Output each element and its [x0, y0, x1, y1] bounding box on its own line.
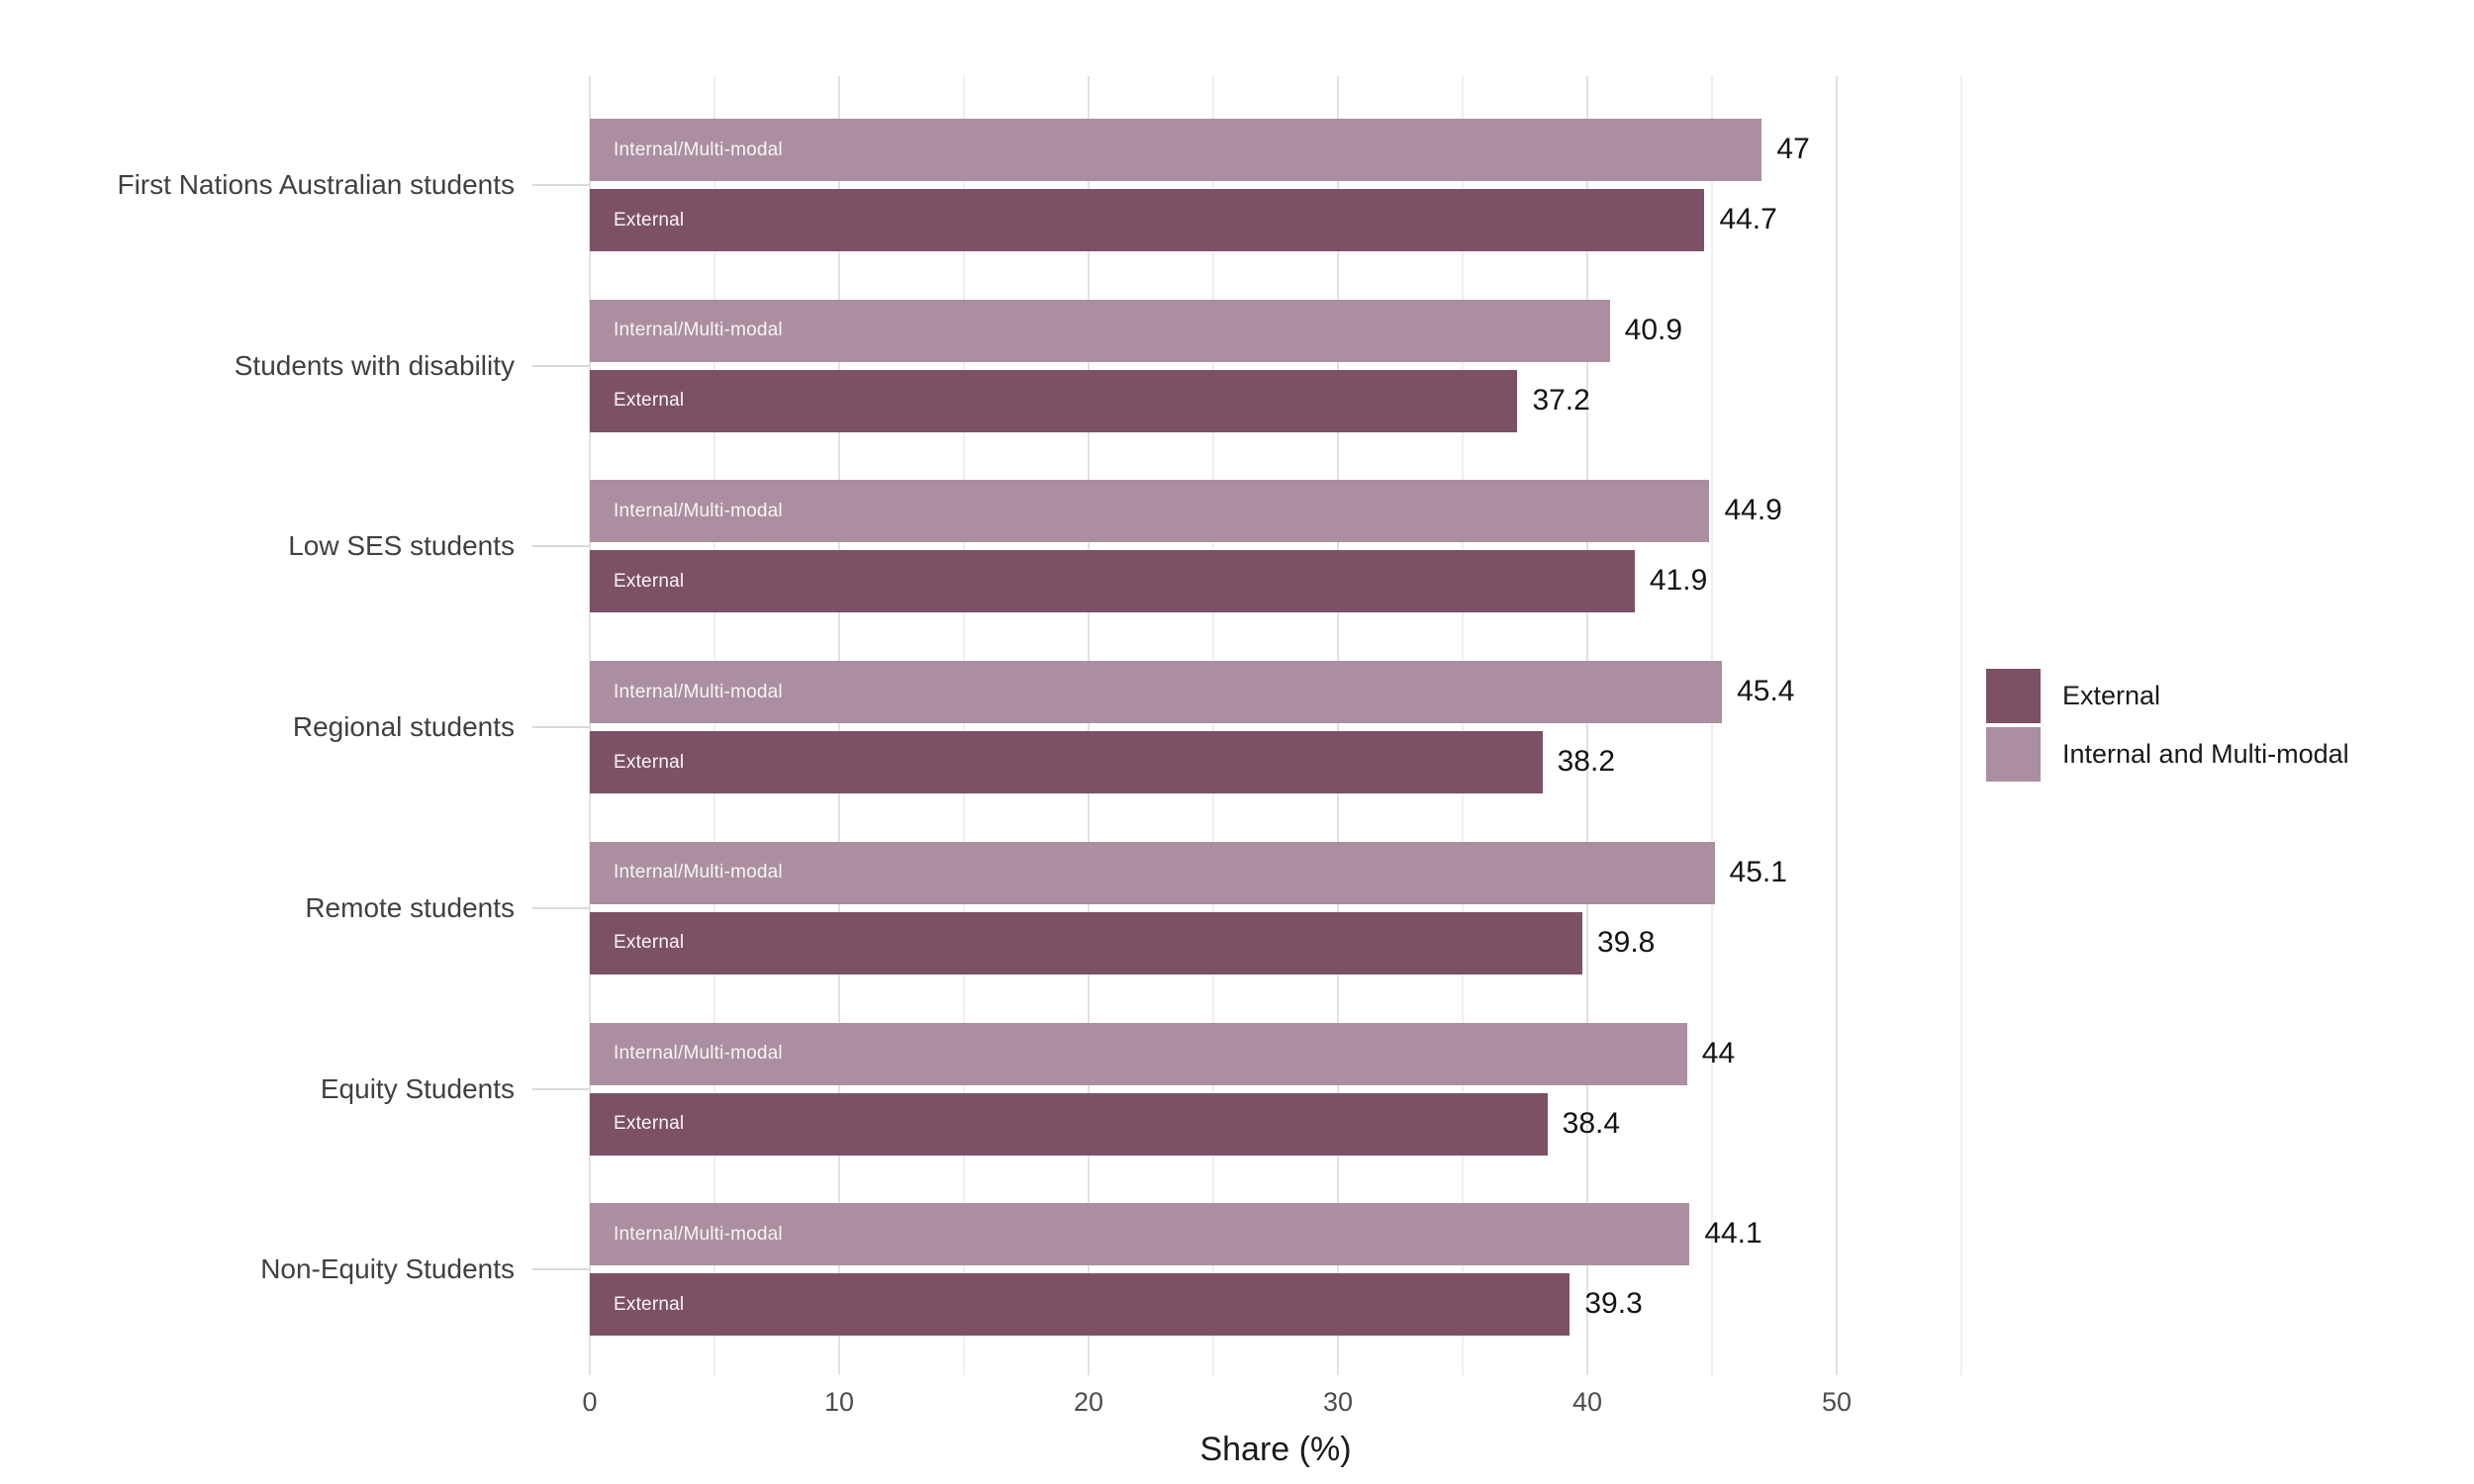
legend-item-external: External [1986, 669, 2349, 723]
category-label: Regional students [292, 711, 515, 743]
y-axis-tick [532, 1087, 590, 1090]
bar-series-label: Internal/Multi-modal [614, 1043, 783, 1064]
bar-external: External [590, 550, 1635, 613]
gridline-45 [1711, 76, 1713, 1375]
bar-value-label: 41.9 [1649, 564, 1708, 598]
bar-series-label: External [614, 390, 685, 412]
bar-series-label: Internal/Multi-modal [614, 681, 783, 702]
bar-series-label: External [614, 1293, 685, 1315]
y-axis-tick [532, 1268, 590, 1271]
bar-internal: Internal/Multi-modal [590, 841, 1715, 904]
y-axis-tick [532, 726, 590, 729]
y-axis-tick [532, 545, 590, 548]
bar-value-label: 45.1 [1729, 855, 1787, 888]
x-axis-title: Share (%) [1199, 1431, 1352, 1468]
gridline-20 [1088, 76, 1090, 1375]
bar-series-label: External [614, 1113, 685, 1134]
gridline-0 [589, 76, 591, 1375]
plot-panel: Internal/Multi-modal 47 External 44.7 Intern… [589, 76, 1962, 1375]
bar-series-label: Internal/Multi-modal [614, 1223, 783, 1245]
gridline-5 [714, 76, 715, 1375]
bar-value-label: 44.9 [1724, 494, 1782, 527]
bar-value-label: 47 [1776, 133, 1810, 165]
bar-series-label: External [614, 932, 685, 954]
x-tick-label-0: 0 [582, 1387, 598, 1417]
bar-series-label: External [614, 570, 685, 592]
bar-series-label: Internal/Multi-modal [614, 500, 783, 521]
legend-swatch-internal-multimodal [1986, 727, 2041, 782]
bar-series-label: Internal/Multi-modal [614, 139, 783, 160]
x-tick-label-20: 20 [1073, 1387, 1104, 1417]
category-label: Remote students [305, 891, 515, 923]
bar-external: External [590, 1092, 1548, 1156]
legend-swatch-external [1986, 669, 2041, 723]
bar-internal: Internal/Multi-modal [590, 1203, 1690, 1266]
category-label: Non-Equity Students [260, 1253, 515, 1285]
gridline-15 [963, 76, 965, 1375]
gridline-25 [1212, 76, 1214, 1375]
legend-label-external: External [2062, 681, 2161, 710]
bar-value-label: 40.9 [1624, 313, 1683, 346]
bar-value-label: 44.1 [1704, 1217, 1762, 1251]
y-axis-tick [532, 184, 590, 186]
legend: External Internal and Multi-modal [1986, 669, 2349, 786]
bar-internal: Internal/Multi-modal [590, 299, 1610, 362]
gridline-55 [1960, 76, 1962, 1375]
gridline-40 [1586, 76, 1588, 1375]
bar-series-label: Internal/Multi-modal [614, 862, 783, 883]
bar-internal: Internal/Multi-modal [590, 1022, 1687, 1085]
bar-value-label: 38.4 [1562, 1106, 1621, 1140]
bar-external: External [590, 731, 1543, 794]
bar-value-label: 39.3 [1584, 1287, 1643, 1321]
x-tick-label-10: 10 [823, 1387, 855, 1417]
category-label: Low SES students [288, 530, 515, 562]
bar-external: External [590, 369, 1518, 432]
legend-label-internal-multimodal: Internal and Multi-modal [2062, 739, 2349, 769]
bar-external: External [590, 911, 1582, 974]
gridline-50 [1836, 76, 1838, 1375]
gridline-10 [838, 76, 840, 1375]
x-tick-label-30: 30 [1322, 1387, 1354, 1417]
bar-internal: Internal/Multi-modal [590, 661, 1723, 724]
bar-value-label: 38.2 [1557, 745, 1616, 779]
bar-series-label: Internal/Multi-modal [614, 320, 783, 341]
bar-series-label: External [614, 209, 685, 231]
x-tick-label-50: 50 [1821, 1387, 1853, 1417]
bar-value-label: 45.4 [1737, 675, 1795, 708]
gridline-35 [1462, 76, 1464, 1375]
y-axis-tick [532, 906, 590, 909]
bar-value-label: 44 [1701, 1036, 1736, 1069]
bar-internal: Internal/Multi-modal [590, 480, 1710, 543]
bar-value-label: 37.2 [1532, 383, 1590, 417]
bar-value-label: 39.8 [1596, 925, 1656, 959]
category-label: Equity Students [320, 1072, 515, 1104]
bar-value-label: 44.7 [1719, 203, 1777, 235]
category-label: Students with disability [234, 349, 515, 381]
y-axis-tick [532, 364, 590, 367]
category-label: First Nations Australian students [117, 169, 515, 200]
legend-item-internal-multimodal: Internal and Multi-modal [1986, 727, 2349, 782]
gridline-30 [1337, 76, 1339, 1375]
x-tick-label-40: 40 [1571, 1387, 1603, 1417]
bar-external: External [590, 189, 1705, 251]
bar-external: External [590, 1273, 1570, 1337]
bar-internal: Internal/Multi-modal [590, 119, 1762, 181]
bar-series-label: External [614, 751, 685, 773]
